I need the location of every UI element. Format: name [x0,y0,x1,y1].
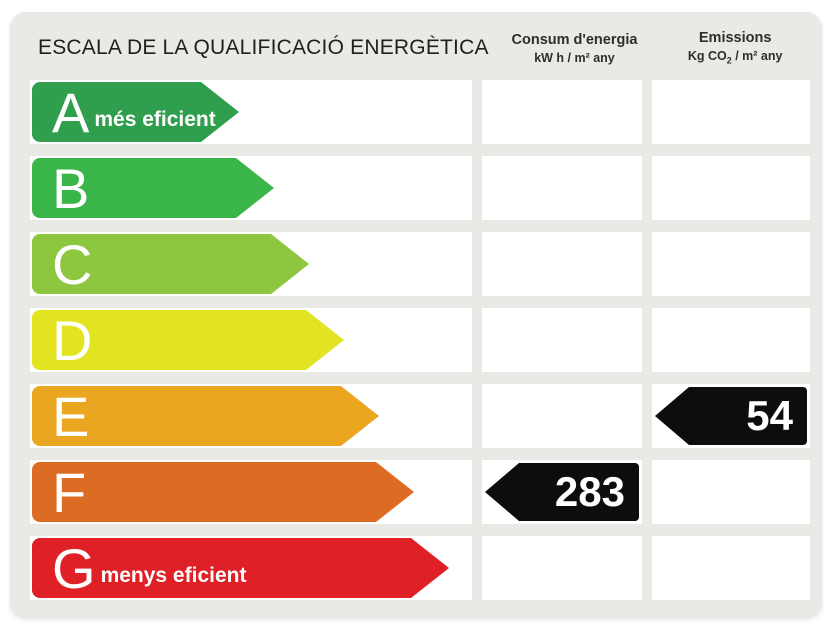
emissions-header-title: Emissions [698,30,772,47]
consum-cell-a [482,80,642,144]
consum-cell-c [482,232,642,296]
consum-cell-f: 283 [482,460,642,524]
consum-cell-b [482,156,642,220]
rating-row-c: C [30,232,810,296]
rating-arrow-c: C [32,234,309,294]
rating-arrow-b: B [32,158,274,218]
rating-band-f: F [30,460,472,524]
page-title: ESCALA DE LA QUALIFICACIÓ ENERGÈTICA [38,36,489,59]
emissions-value-arrow-e: 54 [655,387,807,445]
emissions-column-header: Emissions Kg CO2 / m² any [660,22,810,74]
rating-letter-a: A [52,81,90,145]
rating-note-a: més eficient [94,108,216,131]
consum-cell-e [482,384,642,448]
energy-label-card: ESCALA DE LA QUALIFICACIÓ ENERGÈTICA Con… [10,12,822,618]
emissions-cell-g [652,536,810,600]
rating-note-g: menys eficient [100,564,247,587]
rating-row-b: B [30,156,810,220]
rating-band-g: G menys eficient [30,536,472,600]
emissions-cell-e: 54 [652,384,810,448]
emissions-cell-f [652,460,810,524]
rating-arrow-d: D [32,310,344,370]
rating-row-f: F 283 [30,460,810,524]
title-cell: ESCALA DE LA QUALIFICACIÓ ENERGÈTICA [30,22,489,74]
emissions-header-unit: Kg CO2 / m² any [688,49,783,66]
rating-row-a: A més eficient [30,80,810,144]
rating-band-d: D [30,308,472,372]
rating-letter-b: B [52,157,90,221]
rating-rows: A més eficient B [30,80,810,600]
rating-band-c: C [30,232,472,296]
header-row: ESCALA DE LA QUALIFICACIÓ ENERGÈTICA Con… [30,22,810,74]
consum-value-f: 283 [554,468,625,515]
rating-letter-f: F [52,461,87,525]
rating-band-a: A més eficient [30,80,472,144]
emissions-unit-sub: 2 [726,55,732,66]
consum-header-title: Consum d'energia [511,31,638,48]
consum-cell-g [482,536,642,600]
consum-column-header: Consum d'energia kW h / m² any [499,22,651,74]
rating-row-e: E 54 [30,384,810,448]
rating-letter-d: D [52,309,93,373]
rating-letter-e: E [52,385,90,449]
consum-header-unit: kW h / m² any [534,50,615,65]
rating-band-e: E [30,384,472,448]
emissions-unit-suffix: / m² any [731,49,783,64]
consum-cell-d [482,308,642,372]
emissions-value-e: 54 [746,392,793,439]
rating-arrow-a: A més eficient [32,82,239,142]
emissions-cell-c [652,232,810,296]
rating-letter-c: C [52,233,93,297]
emissions-cell-d [652,308,810,372]
rating-row-d: D [30,308,810,372]
rating-arrow-f: F [32,462,414,522]
emissions-cell-a [652,80,810,144]
emissions-cell-b [652,156,810,220]
emissions-unit-prefix: Kg CO [687,49,727,64]
rating-row-g: G menys eficient [30,536,810,600]
rating-arrow-g: G menys eficient [32,538,449,598]
rating-letter-g: G [52,537,96,601]
rating-band-b: B [30,156,472,220]
rating-arrow-e: E [32,386,379,446]
consum-value-arrow-f: 283 [485,463,639,521]
